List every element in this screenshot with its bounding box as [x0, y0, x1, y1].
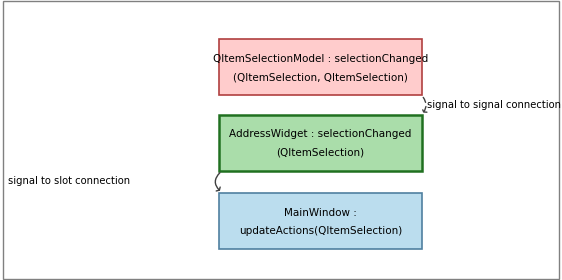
Text: updateActions(QItemSelection): updateActions(QItemSelection) — [239, 226, 402, 236]
Text: AddressWidget : selectionChanged: AddressWidget : selectionChanged — [229, 129, 411, 139]
FancyBboxPatch shape — [219, 39, 422, 95]
Text: QItemSelectionModel : selectionChanged: QItemSelectionModel : selectionChanged — [212, 54, 428, 64]
Text: signal to slot connection: signal to slot connection — [8, 176, 130, 186]
FancyBboxPatch shape — [219, 115, 422, 171]
Text: MainWindow :: MainWindow : — [284, 208, 357, 218]
FancyBboxPatch shape — [219, 193, 422, 249]
Text: (QItemSelection): (QItemSelection) — [277, 148, 364, 158]
Text: (QItemSelection, QItemSelection): (QItemSelection, QItemSelection) — [233, 72, 408, 82]
Text: signal to signal connection: signal to signal connection — [427, 100, 561, 110]
